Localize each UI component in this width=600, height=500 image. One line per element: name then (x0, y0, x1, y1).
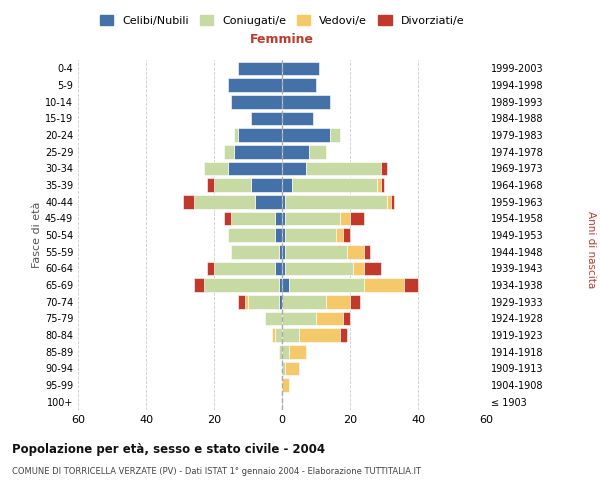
Bar (231, 212, 275, 225)
Bar (282, 112, 313, 125)
Bar (282, 378, 289, 392)
Bar (286, 262, 353, 275)
Bar (255, 195, 282, 208)
Bar (299, 328, 340, 342)
Bar (282, 62, 319, 75)
Text: Popolazione per età, sesso e stato civile - 2004: Popolazione per età, sesso e stato civil… (12, 442, 325, 456)
Bar (224, 212, 231, 225)
Bar (353, 262, 364, 275)
Bar (340, 328, 347, 342)
Bar (238, 62, 282, 75)
Bar (343, 312, 350, 325)
Bar (282, 178, 292, 192)
Bar (227, 162, 282, 175)
Bar (282, 195, 286, 208)
Bar (251, 178, 282, 192)
Y-axis label: Fasce di età: Fasce di età (32, 202, 42, 268)
Bar (306, 162, 380, 175)
Bar (380, 178, 384, 192)
Bar (350, 295, 360, 308)
Bar (204, 278, 278, 292)
Bar (282, 278, 289, 292)
Bar (282, 162, 306, 175)
Bar (282, 345, 289, 358)
Bar (282, 128, 329, 142)
Bar (227, 228, 275, 242)
Bar (275, 328, 282, 342)
Bar (275, 228, 282, 242)
Bar (340, 212, 350, 225)
Bar (238, 128, 282, 142)
Bar (337, 228, 343, 242)
Bar (204, 162, 227, 175)
Bar (289, 345, 306, 358)
Bar (282, 245, 286, 258)
Bar (309, 145, 326, 158)
Bar (235, 128, 238, 142)
Legend: Celibi/Nubili, Coniugati/e, Vedovi/e, Divorziati/e: Celibi/Nubili, Coniugati/e, Vedovi/e, Di… (95, 11, 469, 30)
Bar (380, 162, 388, 175)
Bar (377, 178, 380, 192)
Bar (275, 212, 282, 225)
Bar (238, 295, 245, 308)
Bar (227, 78, 282, 92)
Bar (282, 95, 329, 108)
Bar (282, 262, 286, 275)
Bar (231, 245, 278, 258)
Bar (275, 262, 282, 275)
Bar (245, 295, 248, 308)
Bar (364, 278, 404, 292)
Text: Anni di nascita: Anni di nascita (586, 212, 596, 288)
Bar (235, 145, 282, 158)
Text: COMUNE DI TORRICELLA VERZATE (PV) - Dati ISTAT 1° gennaio 2004 - Elaborazione TU: COMUNE DI TORRICELLA VERZATE (PV) - Dati… (12, 468, 421, 476)
Bar (282, 362, 286, 375)
Bar (350, 212, 364, 225)
Bar (224, 145, 235, 158)
Bar (194, 195, 255, 208)
Bar (265, 312, 282, 325)
Bar (286, 245, 347, 258)
Bar (316, 312, 343, 325)
Bar (391, 195, 394, 208)
Bar (326, 295, 350, 308)
Text: Femmine: Femmine (250, 33, 314, 46)
Bar (184, 195, 194, 208)
Bar (207, 178, 214, 192)
Bar (388, 195, 391, 208)
Bar (248, 295, 278, 308)
Bar (282, 312, 316, 325)
Bar (282, 78, 316, 92)
Bar (214, 262, 275, 275)
Bar (329, 128, 340, 142)
Bar (214, 178, 251, 192)
Bar (272, 328, 275, 342)
Bar (278, 345, 282, 358)
Bar (251, 112, 282, 125)
Bar (282, 295, 326, 308)
Bar (282, 328, 299, 342)
Bar (286, 228, 337, 242)
Bar (207, 262, 214, 275)
Bar (286, 212, 340, 225)
Bar (292, 178, 377, 192)
Bar (364, 262, 380, 275)
Bar (286, 195, 388, 208)
Bar (347, 245, 364, 258)
Bar (364, 245, 370, 258)
Bar (282, 145, 309, 158)
Bar (278, 245, 282, 258)
Bar (278, 295, 282, 308)
Bar (282, 212, 286, 225)
Bar (231, 95, 282, 108)
Bar (289, 278, 364, 292)
Bar (343, 228, 350, 242)
Bar (286, 362, 299, 375)
Bar (404, 278, 418, 292)
Bar (194, 278, 204, 292)
Bar (282, 228, 286, 242)
Bar (278, 278, 282, 292)
